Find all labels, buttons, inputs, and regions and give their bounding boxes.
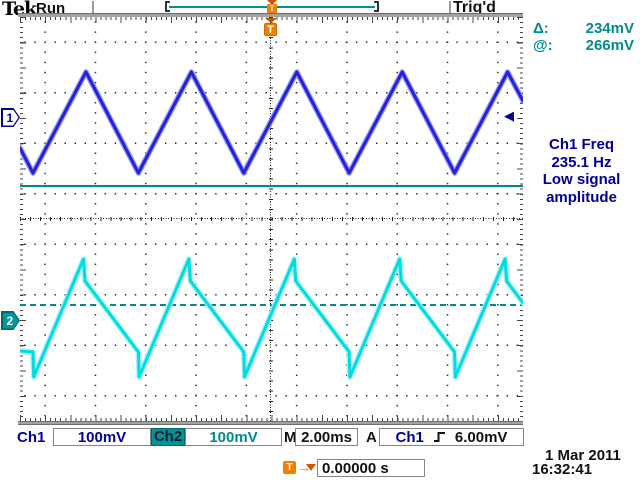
top-bar-divider [92, 1, 94, 13]
time-display: 16:32:41 [532, 461, 593, 478]
trigger-level-value: 6.00mV [454, 428, 508, 446]
right-ruler-major-ticks [517, 17, 523, 421]
measurement-line2: 235.1 Hz [551, 153, 612, 171]
rising-edge-icon [433, 432, 445, 442]
top-bar-divider2 [449, 1, 451, 13]
trigger-status: Trig'd [453, 0, 496, 16]
trigger-mode-label: A [366, 429, 377, 446]
cursor-delta-readout: Δ: 234mV [533, 20, 634, 37]
measurement-readout: Ch1 Freq 235.1 Hz Low signal amplitude [523, 136, 640, 206]
cursor-delta-value: 234mV [585, 20, 634, 37]
cursor-at-value: 266mV [585, 37, 634, 54]
center-horizontal-axis-ticks [20, 217, 523, 221]
trigger-settings-box: Ch1 6.00mV [379, 428, 524, 446]
trigger-position-bar-left-bracket [165, 1, 170, 12]
cursor-delta-label: Δ: [533, 20, 549, 37]
ch1-waveform-trace [20, 70, 523, 175]
measurement-line3: Low signal [542, 171, 621, 188]
graticule-display: T ◀ [20, 17, 523, 421]
horizontal-scale-value: 2.00ms [301, 428, 352, 446]
trigger-position-pointer-icon [267, 0, 277, 5]
trigger-delay-arrow-icon: → [297, 459, 311, 475]
ch1-scale-box: 100mV [53, 428, 151, 446]
ch2-ground-marker: 2 [1, 311, 20, 330]
display-bottom-bezel [18, 421, 523, 425]
cursor-at-readout: @: 266mV [533, 37, 634, 54]
trigger-source: Ch1 [395, 428, 424, 446]
ch2-scale-value: 100mV [209, 428, 258, 446]
ch1-ground-marker-label: 1 [2, 109, 19, 126]
trigger-time-t-icon: T [264, 23, 277, 36]
ch2-waveform-glow [20, 256, 523, 380]
trigger-position-box: 0.00000 s [317, 459, 425, 477]
waveform-plot [20, 69, 523, 380]
horizontal-status-label: M [284, 429, 297, 446]
cursor-at-label: @: [533, 37, 553, 54]
ch1-ground-marker: 1 [1, 108, 20, 127]
measurement-line4: amplitude [546, 188, 617, 206]
trigger-delay-pointer-icon [306, 464, 316, 471]
trigger-position-status-t-icon: T [283, 461, 296, 474]
ch1-status-label: Ch1 [17, 429, 46, 446]
bottom-ruler-major-ticks [20, 415, 523, 421]
left-ruler-major-ticks [20, 17, 26, 421]
horizontal-scale-box: 2.00ms [295, 428, 358, 446]
trigger-time-pointer-icon [265, 18, 277, 23]
ch1-scale-value: 100mV [77, 428, 127, 446]
voltage-cursor-line-dashed [20, 304, 523, 306]
ch2-scale-box: 100mV [185, 428, 282, 446]
trigger-position-t-icon: T [267, 4, 277, 13]
acquisition-state: Run [36, 0, 66, 17]
voltage-cursor-line-solid [20, 185, 523, 187]
ch2-ground-marker-label: 2 [2, 312, 19, 329]
ch2-status-label: Ch2 [151, 428, 185, 446]
display-top-bezel [18, 13, 523, 17]
trigger-level-arrow-icon: ◀ [504, 108, 514, 123]
date-display: 1 Mar 2011 [545, 447, 621, 464]
measurement-line1: Ch1 Freq [548, 136, 614, 153]
ch2-waveform-trace [20, 257, 523, 379]
trigger-position-bar-right-bracket [374, 1, 379, 12]
